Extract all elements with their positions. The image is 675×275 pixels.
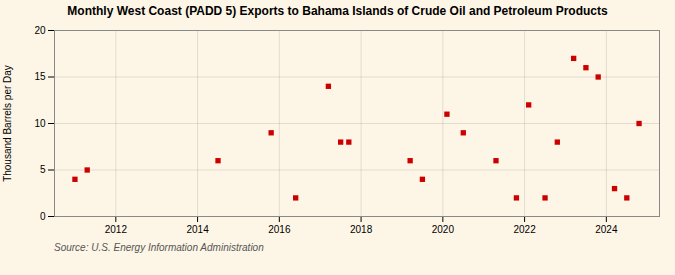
- svg-text:2018: 2018: [350, 224, 373, 235]
- html-text:Monthly West Coast (PADD 5) Ex: Monthly West Coast (PADD 5) Exports to B…: [67, 4, 608, 18]
- html-text:Source: U.S. Energy Informatio: Source: U.S. Energy Information Administ…: [54, 242, 264, 253]
- svg-text:2022: 2022: [513, 224, 536, 235]
- svg-text:2024: 2024: [595, 224, 618, 235]
- svg-text:2020: 2020: [432, 224, 455, 235]
- svg-text:15: 15: [34, 71, 46, 82]
- svg-text:2014: 2014: [186, 224, 209, 235]
- svg-text:2016: 2016: [268, 224, 291, 235]
- svg-text:20: 20: [34, 25, 46, 36]
- svg-text:2012: 2012: [105, 224, 128, 235]
- svg-text:10: 10: [34, 118, 46, 129]
- svg-text:5: 5: [40, 164, 46, 175]
- svg-text:0: 0: [40, 211, 46, 222]
- svg-text:Thousand Barrels per Day: Thousand Barrels per Day: [2, 65, 13, 182]
